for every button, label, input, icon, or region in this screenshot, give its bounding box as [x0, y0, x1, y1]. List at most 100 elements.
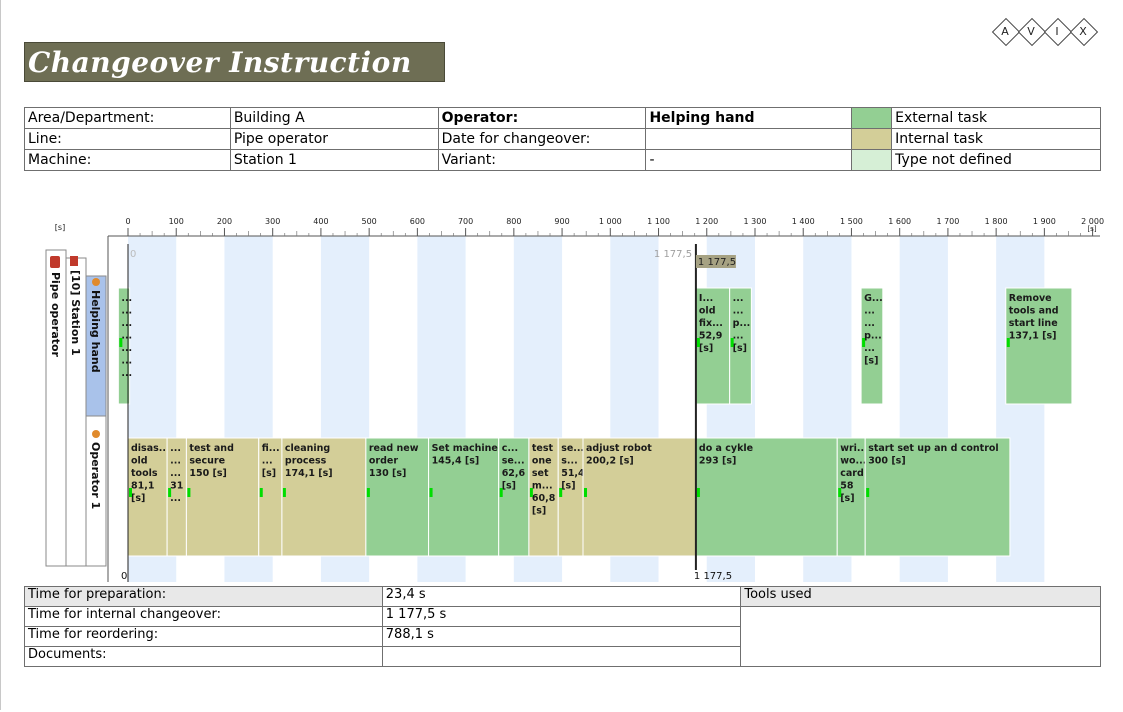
helping-hand-task-label: 137,1 [s]	[1009, 331, 1057, 342]
helping-hand-task-label: ...	[121, 343, 132, 354]
helping-hand-task-marker	[119, 338, 123, 347]
helping-hand-task-label: ...	[733, 331, 744, 342]
helping-hand-task-label: old	[699, 306, 716, 317]
operator-1-task-label: order	[369, 456, 398, 467]
helping-hand-task-bar[interactable]	[695, 287, 731, 405]
x-tick-label: 300	[265, 217, 280, 226]
machine-label: Machine:	[24, 149, 231, 171]
line-icon	[50, 256, 60, 268]
internal-value: 1 177,5 s	[381, 606, 742, 627]
operator-1-task-marker	[187, 488, 191, 497]
operator-1-task-bar[interactable]	[498, 437, 530, 557]
operator-1-task-label: 293 [s]	[699, 456, 736, 467]
legend-label-internal: Internal task	[891, 128, 1101, 150]
helping-hand-task-bar[interactable]	[860, 287, 884, 405]
prep-label: Time for preparation:	[24, 586, 383, 607]
operator-1-task-label: [s]	[262, 468, 276, 479]
operator-value: Helping hand	[645, 107, 853, 129]
operator-1-task-label: test and	[189, 443, 233, 454]
operator-1-task-label: [s]	[561, 481, 575, 492]
gantt-chart[interactable]: 0 100 200 300 400 500 600 700 800 900 1 000 1 100 1 …	[0, 210, 1123, 585]
helping-hand-task-label: ...	[121, 368, 132, 379]
operator-1-task-label: do a cykle	[699, 443, 753, 454]
x-tick-label: 800	[506, 217, 521, 226]
operator-1-task-bar[interactable]	[557, 437, 584, 557]
operator-1-task-label: 62,6	[502, 468, 526, 479]
x-tick-label: 2 000	[1081, 217, 1104, 226]
operator-1-task-bar[interactable]	[836, 437, 866, 557]
operator-1-task-label: [s]	[532, 506, 546, 517]
docs-label: Documents:	[24, 646, 383, 667]
helping-hand-task-bar[interactable]	[1005, 287, 1073, 405]
helping-hand-task-label: ...	[733, 293, 744, 304]
operator-1-task-marker	[866, 488, 870, 497]
operator-1-task-label: old	[131, 456, 148, 467]
operator-1-task-bar[interactable]	[281, 437, 367, 557]
x-tick-label: 1 400	[792, 217, 815, 226]
helping-hand-task-label: ...	[864, 318, 875, 329]
resource-cell-operator-1[interactable]	[85, 415, 107, 567]
x-tick-label: 1 600	[888, 217, 911, 226]
helping-hand-task-label: I...	[699, 293, 713, 304]
operator-1-task-marker	[696, 488, 700, 497]
x-tick-label: 1 800	[985, 217, 1008, 226]
operator-1-task-marker	[529, 488, 533, 497]
helping-hand-task-label: fix...	[699, 318, 723, 329]
operator-1-task-bar[interactable]	[185, 437, 260, 557]
operator-1-task-label: [s]	[131, 493, 145, 504]
operator-1-task-label: s...	[561, 456, 577, 467]
helping-hand-task-marker	[862, 338, 866, 347]
helping-hand-task-label: G...	[864, 293, 883, 304]
helping-hand-task-marker	[1006, 338, 1010, 347]
logo-letter: V	[1027, 25, 1035, 38]
end-flag	[695, 255, 736, 268]
helping-hand-task-label: start line	[1009, 318, 1058, 329]
helping-hand-task-label: tools and	[1009, 306, 1059, 317]
operator-1-task-marker	[499, 488, 503, 497]
legend-swatch-external	[851, 107, 893, 129]
operator-1-task-label: tools	[131, 468, 158, 479]
operator-1-task-label: test	[532, 443, 554, 454]
date-value	[645, 128, 853, 150]
x-tick-label: 1 700	[936, 217, 959, 226]
helping-hand-task-label: ...	[121, 331, 132, 342]
helping-hand-task-marker	[696, 338, 700, 347]
operator-1-task-label: set	[532, 468, 549, 479]
operator-1-task-label: c...	[502, 443, 518, 454]
helping-hand-task-label: 52,9	[699, 331, 722, 342]
operator-1-task-bar[interactable]	[127, 437, 168, 557]
operator-1-task-label: m...	[532, 481, 553, 492]
legend-label-external: External task	[891, 107, 1101, 129]
operator-1-task-label: one	[532, 456, 552, 467]
helping-hand-task-label: Remove	[1009, 293, 1052, 304]
operator-1-task-bar[interactable]	[864, 437, 1011, 557]
helping-hand-task-label: [s]	[733, 343, 747, 354]
operator-1-task-label: read new	[369, 443, 419, 454]
operator-1-task-label: process	[285, 456, 327, 467]
helping-hand-task-bar[interactable]	[117, 287, 131, 405]
summary-table: Time for preparation: 23,4 s Tools used …	[24, 586, 1101, 667]
operator-1-task-label: 31	[170, 481, 183, 492]
helping-hand-task-bar[interactable]	[729, 287, 752, 405]
x-tick-label: 100	[169, 217, 184, 226]
operator-1-task-label: 51,4	[561, 468, 585, 479]
operator-1-task-label: wri...	[840, 443, 868, 454]
operator-1-task-label: 150 [s]	[189, 468, 226, 479]
prep-value: 23,4 s	[381, 586, 742, 607]
reorder-value: 788,1 s	[381, 626, 742, 647]
operator-1-task-bar[interactable]	[428, 437, 500, 557]
operator-1-task-bar[interactable]	[582, 437, 697, 557]
operator-1-task-label: ...	[170, 468, 181, 479]
logo-letter: A	[1001, 25, 1009, 38]
operator-1-task-label: start set up an d control	[868, 443, 998, 454]
x-tick-label: 1 900	[1033, 217, 1056, 226]
area-value: Building A	[229, 107, 439, 129]
operator-1-task-bar[interactable]	[695, 437, 838, 557]
operator-1-task-marker	[559, 488, 563, 497]
operator-1-task-marker	[259, 488, 263, 497]
line-label: Line:	[24, 128, 231, 150]
x-tick-label: 1 300	[744, 217, 767, 226]
operator-1-task-marker	[584, 488, 588, 497]
operator-1-task-marker	[366, 488, 370, 497]
operator-1-task-marker	[838, 488, 842, 497]
